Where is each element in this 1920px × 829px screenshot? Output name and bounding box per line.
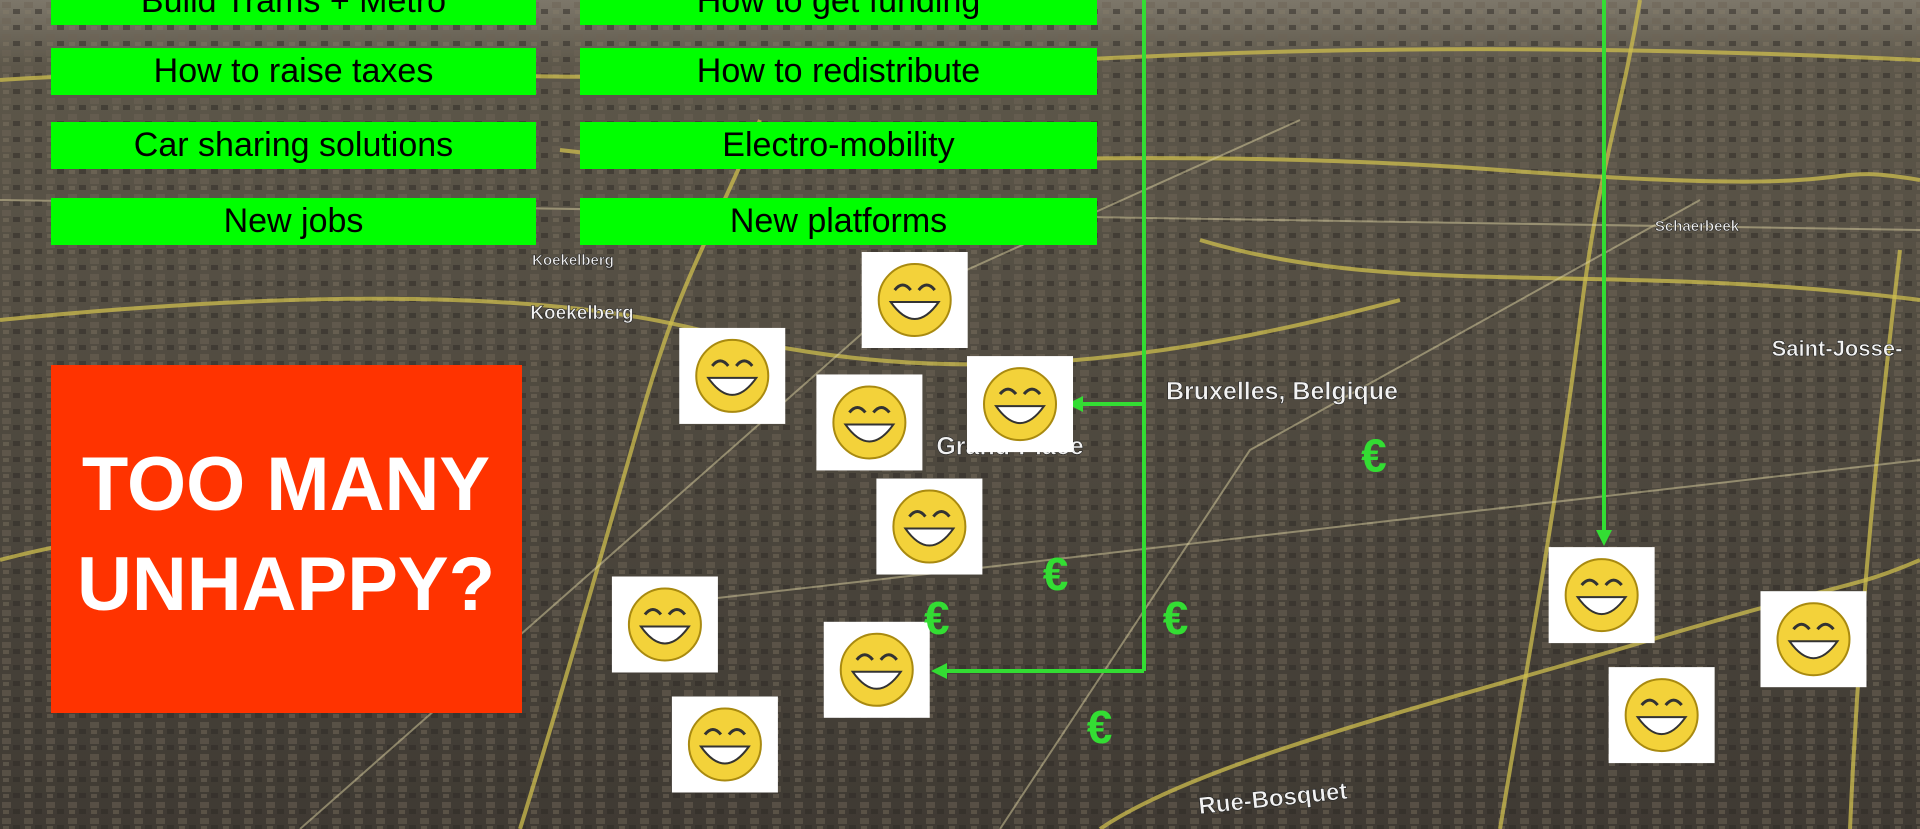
smiley-face: [841, 634, 913, 706]
smiley-icon: [679, 328, 785, 424]
map-label: Koekelberg: [532, 252, 614, 269]
euro-mark: €: [924, 592, 950, 644]
smiley-icon: [824, 622, 930, 718]
smiley-icon: [612, 576, 718, 672]
page: {"buttons": [ {"label": "Build Trams + M…: [0, 0, 1920, 829]
menu-button-label: Build Trams + Metro: [141, 0, 446, 20]
menu-button-label: How to redistribute: [697, 52, 980, 90]
smiley-face: [629, 588, 701, 660]
smiley-icon: [1549, 547, 1655, 643]
smiley-icon: [1609, 667, 1715, 763]
smiley-icon: [862, 252, 968, 348]
smiley-face: [879, 264, 951, 336]
callout-box: [51, 365, 522, 713]
smiley-face: [984, 368, 1056, 440]
map-label: Schaerbeek: [1655, 218, 1740, 235]
smiley-face: [833, 386, 905, 458]
callout-text: TOO MANY: [82, 442, 490, 527]
smiley-icon: [967, 356, 1073, 452]
smiley-icon: [876, 479, 982, 575]
smiley-icon: [816, 374, 922, 470]
menu-button-label: Car sharing solutions: [134, 126, 453, 164]
smiley-icon: [1760, 591, 1866, 687]
slide: KoekelbergKoekelbergBruxelles, BelgiqueG…: [0, 0, 1920, 829]
euro-mark: €: [1163, 592, 1189, 644]
menu-button-label: New platforms: [730, 202, 947, 240]
euro-mark: €: [1043, 548, 1069, 600]
menu-button-label: Electro-mobility: [722, 126, 954, 164]
euro-mark: €: [1361, 429, 1387, 481]
smiley-face: [1626, 679, 1698, 751]
smiley-face: [1566, 559, 1638, 631]
menu-button-label: How to raise taxes: [154, 52, 434, 90]
map-label: Saint-Josse-: [1772, 336, 1903, 361]
map-label: Koekelberg: [530, 303, 633, 324]
smiley-face: [689, 708, 761, 780]
smiley-face: [1777, 603, 1849, 675]
smiley-face: [893, 491, 965, 563]
smiley-icon: [672, 696, 778, 792]
map-label: Bruxelles, Belgique: [1166, 378, 1398, 406]
euro-mark: €: [1087, 701, 1113, 753]
callout-text: UNHAPPY?: [77, 542, 495, 627]
menu-button-label: How to get funding: [697, 0, 981, 20]
smiley-face: [696, 340, 768, 412]
menu-button-label: New jobs: [224, 202, 364, 240]
